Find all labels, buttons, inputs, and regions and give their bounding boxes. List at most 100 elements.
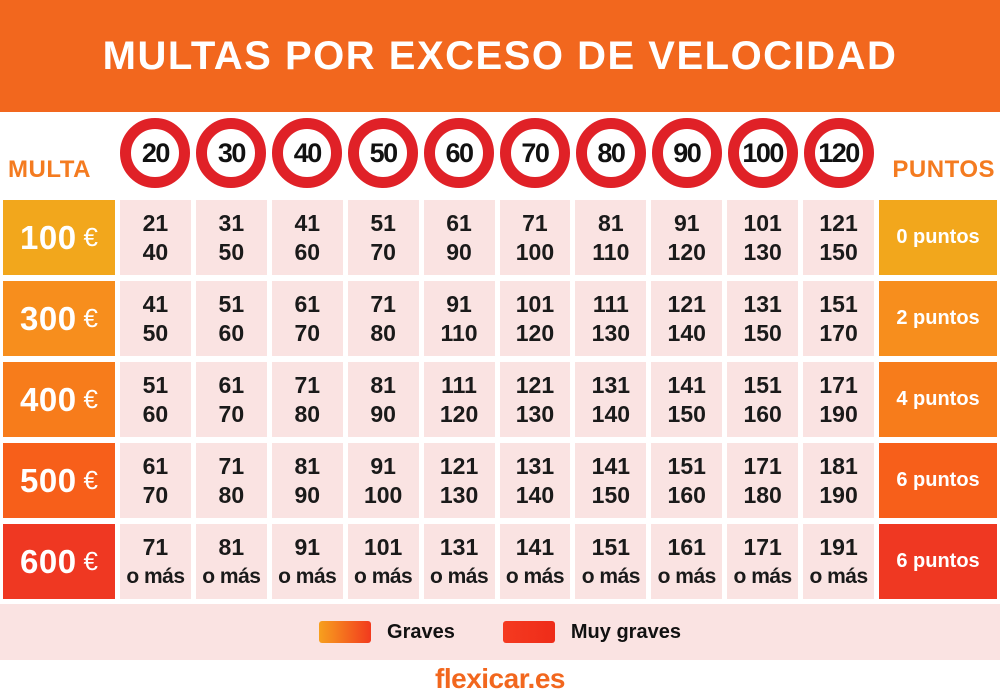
speed-limit-sign-icon: 90	[651, 118, 722, 188]
speed-range-value: 90	[294, 481, 321, 508]
speed-range-value: 151	[743, 371, 782, 398]
speed-range-cell: 121 140	[651, 281, 723, 356]
speed-range-value: 101	[363, 533, 403, 560]
speed-range-value: o más	[202, 564, 261, 588]
speed-limit-sign-cell: 40	[272, 112, 343, 194]
fine-amount: 300	[19, 299, 77, 337]
speed-range-value: 50	[142, 319, 169, 346]
speed-range-cell: 71 80	[347, 281, 419, 356]
speed-range-value: 61	[294, 290, 321, 317]
footer: flexicar.es	[0, 660, 1000, 697]
speed-limit-sign-icon: 30	[196, 118, 267, 188]
speed-range-cell: 21 40	[120, 200, 191, 275]
speed-range-value: 80	[370, 319, 396, 346]
multa-column-header: MULTA	[8, 156, 91, 183]
speed-range-value: 150	[667, 400, 706, 427]
speed-limit-sign-cell: 120	[803, 112, 874, 194]
speed-range-value: 190	[819, 481, 858, 508]
speed-range-value: 121	[439, 452, 479, 479]
points-cell: 6 puntos	[879, 443, 997, 518]
speed-limit-sign-icon: 60	[424, 118, 495, 188]
muy-graves-red-swatch-icon	[502, 621, 555, 643]
speed-range-value: o más	[733, 564, 793, 588]
speed-range-value: 160	[743, 400, 782, 427]
speed-range-value: 111	[441, 371, 477, 398]
speed-range-value: 131	[515, 452, 555, 479]
speed-range-value: 101	[515, 290, 555, 317]
speed-range-cell: 101 120	[499, 281, 571, 356]
speed-range-cell: 121 150	[803, 200, 874, 275]
speed-range-cell: 41 50	[120, 281, 191, 356]
speed-range-cell: 141 150	[651, 362, 723, 437]
speed-range-value: 71	[522, 209, 548, 236]
speed-range-cell: 131 140	[499, 443, 571, 518]
speed-limit-sign-cell: 100	[727, 112, 798, 194]
speed-range-value: 180	[743, 481, 782, 508]
speed-range-cell: 91 120	[651, 200, 723, 275]
euro-symbol: €	[83, 546, 99, 576]
speed-range-cell: 31 50	[195, 200, 267, 275]
speed-range-value: 121	[667, 290, 706, 317]
brand-logo: flexicar.es	[435, 662, 565, 694]
speed-range-cell: 61 70	[120, 443, 191, 518]
speed-range-cell: 61 70	[271, 281, 343, 356]
speed-range-value: 190	[819, 400, 858, 427]
speed-range-cell: 51 60	[195, 281, 267, 356]
speed-range-value: 130	[439, 481, 479, 508]
speed-range-value: 100	[515, 238, 555, 265]
fine-amount-cell: 500 €	[3, 443, 115, 518]
speed-range-value: 61	[142, 452, 169, 479]
euro-symbol: €	[83, 222, 99, 252]
speed-limit-sign-cell: 70	[499, 112, 571, 194]
speed-range-value: 170	[819, 319, 858, 346]
speed-range-value: 71	[370, 290, 396, 317]
speed-limit-sign-icon: 80	[575, 118, 646, 188]
speed-range-value: 141	[591, 452, 631, 479]
speed-range-cell: 181 190	[803, 443, 874, 518]
speed-limit-sign-icon: 70	[499, 118, 570, 188]
speed-range-value: 91	[673, 209, 700, 236]
speed-range-value: 130	[591, 319, 631, 346]
speed-range-cell: 71 o más	[120, 524, 191, 599]
page-title: MULTAS POR EXCESO DE VELOCIDAD	[102, 33, 898, 78]
speed-range-value: 151	[819, 290, 858, 317]
speed-range-value: 70	[142, 481, 169, 508]
speed-range-cell: 151 o más	[575, 524, 647, 599]
speed-range-cell: 131 150	[727, 281, 799, 356]
speed-range-value: 121	[515, 371, 555, 398]
points-cell: 6 puntos	[879, 524, 997, 599]
euro-symbol: €	[83, 303, 99, 333]
points-cell: 2 puntos	[879, 281, 997, 356]
speed-range-cell: 121 130	[423, 443, 495, 518]
speed-range-value: 150	[591, 481, 631, 508]
speed-range-value: 151	[591, 533, 631, 560]
speed-range-value: o más	[657, 564, 717, 588]
speed-range-value: o más	[429, 564, 489, 588]
fine-amount-cell: 400 €	[3, 362, 115, 437]
speed-range-value: o más	[126, 564, 185, 588]
speed-range-value: 131	[591, 371, 631, 398]
speed-limit-sign-cell: 50	[348, 112, 419, 194]
fines-table: MULTA 20 30 40 50 60 70 80 90 100 120 PUNTOS 100 €21 4…	[0, 112, 1000, 599]
speed-range-value: 140	[591, 400, 631, 427]
speed-range-value: 141	[667, 371, 706, 398]
speed-range-cell: 171 o más	[727, 524, 799, 599]
speed-range-value: 140	[667, 319, 706, 346]
legend-item-graves: Graves	[319, 621, 455, 644]
euro-symbol: €	[83, 384, 99, 414]
speed-range-value: 111	[592, 290, 629, 317]
speed-range-cell: 151 160	[651, 443, 723, 518]
speed-range-value: 81	[294, 452, 321, 479]
speed-range-value: 81	[370, 371, 396, 398]
speed-range-value: 181	[819, 452, 858, 479]
speed-range-cell: 81 90	[347, 362, 419, 437]
speed-range-value: 31	[218, 209, 245, 236]
speed-range-value: 41	[294, 209, 321, 236]
speed-range-cell: 91 100	[347, 443, 419, 518]
speed-range-value: 71	[218, 452, 245, 479]
speed-range-value: 81	[598, 209, 624, 236]
speed-range-value: 171	[743, 452, 782, 479]
speed-range-cell: 111 120	[423, 362, 495, 437]
speed-range-value: 130	[743, 238, 782, 265]
speed-range-value: 70	[218, 400, 245, 427]
